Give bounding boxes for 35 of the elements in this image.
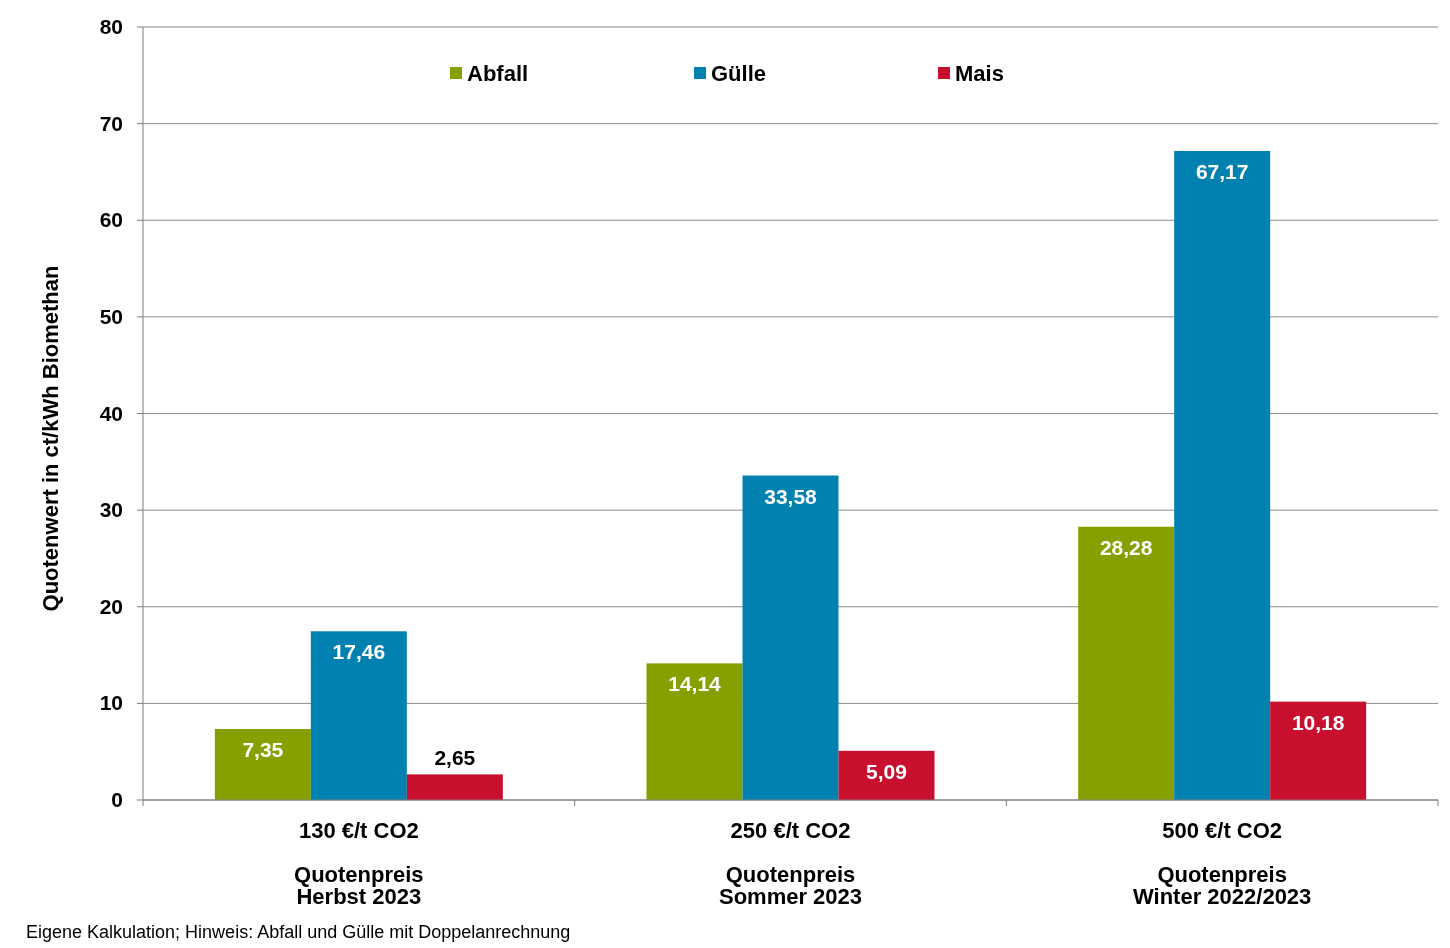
y-tick-label: 30 [99, 498, 123, 522]
data-label: 14,14 [668, 672, 722, 696]
x-tick-label: 500 €/t CO2 Quotenpreis Winter 2022/2023 [1132, 818, 1312, 909]
y-tick-label: 80 [99, 15, 123, 38]
data-label: 33,58 [764, 484, 818, 508]
legend-label: Mais [955, 61, 1004, 86]
legend-label: Gülle [711, 61, 767, 86]
y-tick-label: 40 [99, 401, 123, 425]
data-label: 7,35 [242, 737, 284, 761]
bar [406, 774, 503, 800]
data-label: 67,17 [1195, 159, 1249, 183]
text: Eigene Kalkulation; Hinweis: Abfall und Gülle mit Doppelanrechnung [26, 922, 571, 942]
data-label: 2,65 [434, 746, 476, 770]
bar [1174, 150, 1271, 800]
y-axis-title: Quotenwert in ct/kWh Biomethan [38, 265, 63, 612]
y-tick-label: 10 [99, 691, 123, 715]
bar [214, 728, 311, 800]
y-tick-label: 0 [111, 788, 123, 811]
y-tick-label: 60 [99, 208, 123, 232]
data-label: 17,46 [332, 640, 386, 664]
x-tick-label: 250 €/t CO2 Quotenpreis Sommer 2023 [718, 818, 863, 909]
data-label: 5,09 [866, 759, 907, 783]
bar [1270, 701, 1367, 800]
bar [838, 750, 935, 800]
legend-label: Abfall [467, 61, 529, 86]
bar [646, 663, 743, 800]
data-label: 28,28 [1099, 535, 1153, 559]
bar [1078, 526, 1175, 800]
x-tick-label: 130 €/t CO2 Quotenpreis Herbst 2023 [294, 818, 424, 909]
y-tick-label: 50 [99, 304, 123, 328]
bar [742, 475, 839, 800]
bar [310, 631, 407, 800]
y-tick-label: 20 [99, 594, 123, 618]
y-tick-label: 70 [99, 111, 123, 135]
data-label: 10,18 [1291, 710, 1345, 734]
